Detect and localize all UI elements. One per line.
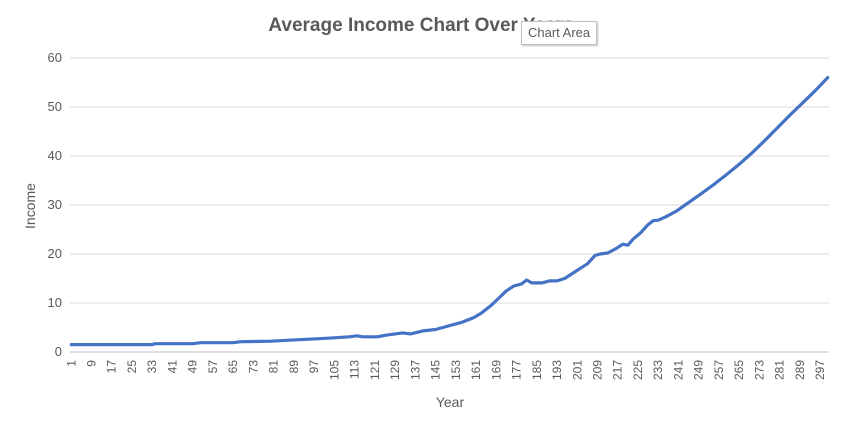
x-tick-label: 241 <box>671 360 685 380</box>
x-tick-label: 105 <box>327 360 341 380</box>
x-tick-label: 41 <box>165 360 179 374</box>
x-tick-label: 281 <box>773 360 787 380</box>
y-tick-label: 50 <box>48 99 62 114</box>
x-tick-label: 129 <box>388 360 402 380</box>
x-tick-label: 65 <box>226 360 240 374</box>
x-tick-label: 153 <box>449 360 463 380</box>
y-axis-ticks: 0 10 20 30 40 50 60 <box>48 50 62 359</box>
x-tick-label: 209 <box>591 360 605 380</box>
x-tick-label: 169 <box>489 360 503 380</box>
x-tick-label: 81 <box>267 360 281 374</box>
series-layer <box>69 76 830 347</box>
x-tick-label: 121 <box>368 360 382 380</box>
x-tick-label: 185 <box>530 360 544 380</box>
x-axis-label: Year <box>436 394 465 410</box>
y-tick-label: 20 <box>48 246 62 261</box>
y-tick-label: 30 <box>48 197 62 212</box>
chart-area-tooltip: Chart Area <box>521 21 598 45</box>
x-tick-label: 49 <box>186 360 200 374</box>
x-tick-label: 1 <box>64 360 78 367</box>
x-tick-label: 33 <box>145 360 159 374</box>
gridlines <box>70 57 829 353</box>
x-tick-label: 249 <box>692 360 706 380</box>
x-tick-label: 89 <box>287 360 301 374</box>
x-tick-label: 193 <box>550 360 564 380</box>
y-tick-label: 0 <box>55 344 62 359</box>
x-tick-label: 97 <box>307 360 321 374</box>
x-tick-label: 177 <box>510 360 524 380</box>
x-tick-label: 297 <box>813 360 827 380</box>
x-tick-label: 289 <box>793 360 807 380</box>
y-tick-label: 10 <box>48 295 62 310</box>
x-tick-label: 265 <box>732 360 746 380</box>
x-tick-label: 161 <box>469 360 483 380</box>
x-tick-label: 137 <box>408 360 422 380</box>
x-tick-label: 217 <box>611 360 625 380</box>
x-tick-label: 57 <box>206 360 220 374</box>
y-tick-label: 60 <box>48 50 62 65</box>
y-tick-label: 40 <box>48 148 62 163</box>
x-axis-ticks: 1 9 17 25 33 41 49 57 65 73 81 89 97 105 113 121 129 137 1… <box>64 360 827 380</box>
x-tick-label: 113 <box>348 360 362 379</box>
x-tick-label: 273 <box>752 360 766 380</box>
chart-title: Average Income Chart Over Years <box>268 15 573 36</box>
x-tick-label: 17 <box>105 360 119 374</box>
x-tick-label: 201 <box>570 360 584 380</box>
x-tick-label: 257 <box>712 360 726 380</box>
y-axis-label: Income <box>22 183 38 229</box>
x-tick-label: 25 <box>125 360 139 374</box>
x-tick-label: 225 <box>631 360 645 380</box>
x-tick-label: 145 <box>429 360 443 380</box>
income-series-line[interactable] <box>69 76 830 347</box>
x-tick-label: 9 <box>85 360 99 367</box>
x-tick-label: 73 <box>246 360 260 374</box>
x-tick-label: 233 <box>651 360 665 380</box>
